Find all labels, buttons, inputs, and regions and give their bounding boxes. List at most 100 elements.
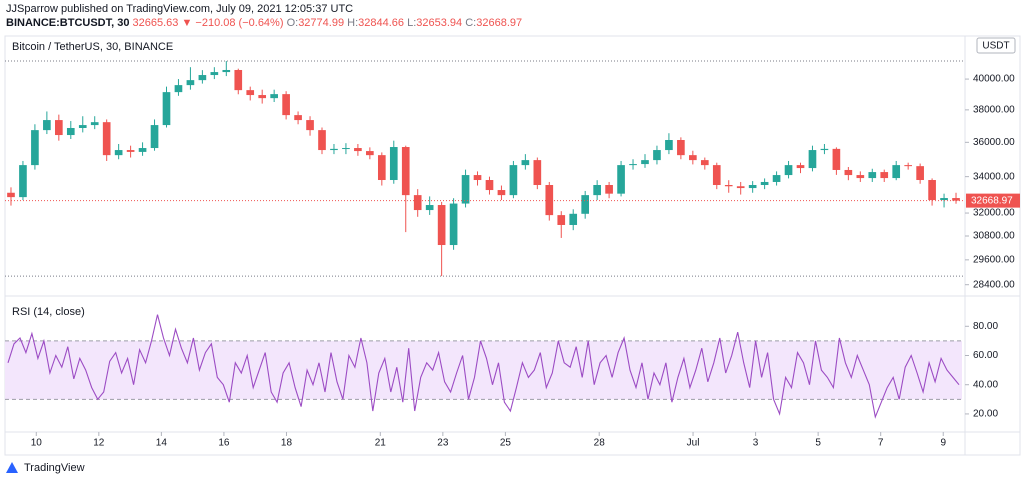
logo-icon: [6, 462, 18, 473]
candle-body: [330, 148, 338, 151]
change: ▼ −210.08 (−0.64%): [181, 17, 284, 29]
candle-body: [126, 150, 135, 152]
candle-body: [700, 160, 709, 166]
candle-body: [928, 180, 936, 201]
x-tick-label: 28: [594, 438, 606, 449]
candle-body: [724, 185, 733, 187]
candle-body: [270, 94, 278, 99]
candle-body: [294, 115, 302, 121]
x-tick-label: 7: [878, 438, 884, 449]
o-value: 32774.99: [298, 17, 345, 29]
candle-body: [808, 150, 817, 169]
x-tick-label: 23: [437, 438, 449, 449]
y-tick-label: 80.00: [973, 321, 998, 332]
candle-body: [533, 160, 542, 186]
candle-body: [748, 185, 757, 189]
x-tick-label: 16: [218, 438, 230, 449]
y-tick-label: 29600.00: [973, 254, 1015, 265]
currency-box: [976, 37, 1016, 54]
x-tick-label: 12: [93, 438, 105, 449]
candle-body: [366, 151, 374, 156]
x-tick-label: 18: [281, 438, 293, 449]
candle-body: [354, 148, 362, 152]
candle-body: [605, 185, 613, 194]
candle-body: [7, 192, 15, 198]
rsi-title: RSI (14, close): [12, 306, 85, 318]
symbol-line: BINANCE:BTCUSDT, 30 32665.63 ▼ −210.08 (…: [6, 16, 522, 30]
x-tick-label: 3: [753, 438, 759, 449]
y-tick-label: 38000.00: [973, 105, 1015, 116]
publisher: JJSparrow published on TradingView.com, …: [6, 3, 354, 15]
x-tick-label: 5: [815, 438, 821, 449]
candle-body: [66, 127, 75, 136]
candle-body: [425, 205, 434, 211]
candle-body: [820, 148, 829, 151]
candle-body: [318, 130, 326, 151]
y-tick-label: 20.00: [973, 409, 998, 420]
symbol: BINANCE:BTCUSDT, 30: [6, 17, 130, 29]
l-value: 32653.94: [416, 17, 463, 29]
x-tick-label: Jul: [687, 438, 700, 449]
last-price: 32665.63: [132, 17, 179, 29]
candle-body: [342, 148, 350, 150]
candle-body: [521, 160, 530, 166]
candle-body: [736, 186, 745, 189]
candle-body: [557, 215, 566, 225]
h-value: 32844.66: [358, 17, 405, 29]
y-tick-label: 30800.00: [973, 231, 1015, 242]
candle-body: [665, 140, 673, 151]
candle-body: [868, 172, 877, 179]
candle-body: [449, 203, 458, 246]
candle-body: [234, 69, 243, 91]
candle-body: [760, 181, 769, 186]
x-tick-label: 9: [940, 438, 946, 449]
h-label: H:: [347, 17, 359, 29]
y-tick-label: 28400.00: [973, 279, 1015, 290]
candle-body: [114, 150, 123, 156]
candle-body: [461, 175, 470, 204]
candle-body: [796, 165, 805, 169]
candle-body: [258, 95, 267, 99]
last-price-label: 32668.97: [971, 195, 1013, 206]
footer-text: TradingView: [24, 462, 85, 474]
candle-body: [677, 140, 685, 156]
candle-body: [617, 165, 625, 194]
candle-body: [784, 165, 793, 176]
candle-body: [78, 125, 87, 128]
o-label: O:: [286, 17, 299, 29]
candle-body: [772, 175, 781, 182]
candle-body: [641, 160, 649, 165]
l-label: L:: [407, 17, 417, 29]
candle-body: [55, 120, 63, 136]
candle-body: [856, 175, 865, 179]
candle-body: [31, 130, 39, 166]
candle-body: [401, 147, 410, 196]
candle-body: [880, 172, 889, 179]
candle-body: [892, 165, 901, 179]
candle-body: [19, 165, 27, 198]
candle-body: [102, 122, 111, 156]
candle-body: [952, 198, 960, 201]
y-tick-label: 34000.00: [973, 171, 1015, 182]
chart-title: Bitcoin / TetherUS, 30, BINANCE: [12, 41, 173, 53]
candle-body: [593, 185, 601, 196]
candle-body: [210, 72, 219, 76]
x-tick-label: 25: [500, 438, 512, 449]
candle-body: [43, 120, 51, 131]
candle-body: [198, 75, 207, 81]
candle-body: [712, 165, 721, 186]
candle-body: [222, 69, 231, 73]
currency: USDT: [982, 41, 1009, 52]
candle-body: [904, 165, 912, 167]
candle-body: [174, 85, 183, 93]
candle-body: [150, 125, 159, 149]
candle-body: [138, 148, 147, 152]
x-tick-label: 14: [156, 438, 168, 449]
x-tick-label: 21: [375, 438, 387, 449]
c-label: C:: [465, 17, 477, 29]
chart-frame: [4, 35, 1021, 456]
candle-body: [940, 198, 948, 201]
last-price-box: [966, 193, 1020, 208]
y-tick-label: 40.00: [973, 379, 998, 390]
candle-body: [389, 147, 398, 181]
